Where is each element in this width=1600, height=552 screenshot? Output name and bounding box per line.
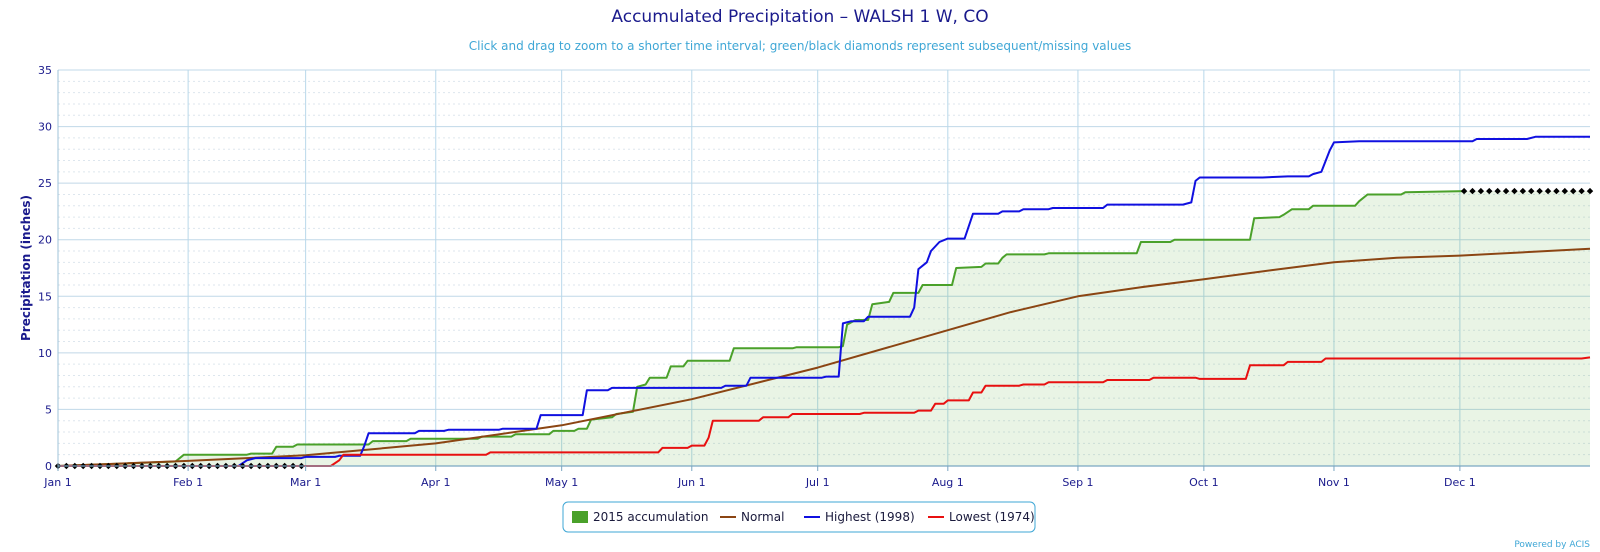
y-tick-label: 15: [38, 290, 52, 303]
x-tick-label: Sep 1: [1062, 476, 1093, 489]
missing-value-marker: [1578, 187, 1585, 195]
legend-item-lowest-1974[interactable]: Lowest (1974): [928, 510, 1035, 524]
missing-value-marker: [1477, 187, 1485, 195]
missing-value-marker: [1469, 187, 1476, 195]
missing-value-marker: [1502, 187, 1510, 195]
missing-value-marker: [1536, 187, 1543, 195]
x-tick-label: Dec 1: [1444, 476, 1476, 489]
y-tick-label: 30: [38, 121, 52, 134]
y-axis-label: Precipitation (inches): [19, 195, 33, 341]
highest-1998-line[interactable]: [58, 135, 1590, 467]
y-tick-label: 25: [38, 177, 52, 190]
x-tick-label: Aug 1: [932, 476, 964, 489]
y-tick-label: 10: [38, 347, 52, 360]
x-tick-label: May 1: [545, 476, 578, 489]
x-tick-label: Apr 1: [421, 476, 451, 489]
legend-item-highest-1998[interactable]: Highest (1998): [804, 510, 915, 524]
missing-value-marker: [1519, 187, 1527, 195]
grid: [57, 69, 1590, 467]
legend-item-2015-accumulation[interactable]: 2015 accumulation: [572, 510, 708, 524]
missing-value-marker: [1511, 187, 1518, 195]
x-tick-label: Jul 1: [805, 476, 830, 489]
legend-label: Lowest (1974): [949, 510, 1035, 524]
axes: 0 5 10 15 20 25 30 35 Jan 1 Feb 1 Mar 1 Apr 1 May 1 J…: [38, 64, 1590, 489]
missing-value-marker: [1570, 187, 1577, 195]
y-tick-label: 35: [38, 64, 52, 77]
x-tick-label: Jun 1: [677, 476, 706, 489]
missing-value-marker: [1460, 187, 1468, 195]
credit-text[interactable]: Powered by ACIS: [1514, 540, 1590, 550]
x-tick-label: Feb 1: [173, 476, 203, 489]
legend-swatch: [572, 511, 588, 523]
series-layer: [57, 135, 1591, 467]
y-tick-label: 0: [45, 460, 52, 473]
normal-line[interactable]: [57, 247, 1591, 467]
missing-value-marker: [1561, 187, 1569, 195]
missing-value-marker: [1494, 187, 1501, 195]
chart-subtitle: Click and drag to zoom to a shorter time…: [469, 39, 1131, 53]
y-tick-label: 20: [38, 234, 52, 247]
legend-item-normal[interactable]: Normal: [720, 510, 784, 524]
y-tick-label: 5: [45, 403, 52, 416]
legend-label: Highest (1998): [825, 510, 915, 524]
x-tick-label: Mar 1: [290, 476, 321, 489]
missing-value-marker: [1544, 187, 1552, 195]
x-tick-label: Jan 1: [43, 476, 71, 489]
area-layer: [58, 191, 1590, 466]
2015-accumulation-line[interactable]: [57, 190, 1465, 467]
lowest-1974-line[interactable]: [58, 356, 1591, 467]
legend-label: Normal: [741, 510, 784, 524]
x-tick-label: Oct 1: [1189, 476, 1219, 489]
x-tick-label: Nov 1: [1318, 476, 1350, 489]
missing-value-marker: [1553, 187, 1560, 195]
missing-value-marker: [1586, 187, 1594, 195]
legend-box: [562, 501, 1036, 533]
2015-accumulation-area: [58, 191, 1590, 466]
chart-title: Accumulated Precipitation – WALSH 1 W, C…: [611, 7, 988, 27]
legend-label: 2015 accumulation: [593, 510, 708, 524]
missing-value-marker: [1486, 187, 1493, 195]
missing-value-marker: [1528, 187, 1535, 195]
legend[interactable]: 2015 accumulation Normal Highest (1998) Low…: [562, 501, 1036, 533]
